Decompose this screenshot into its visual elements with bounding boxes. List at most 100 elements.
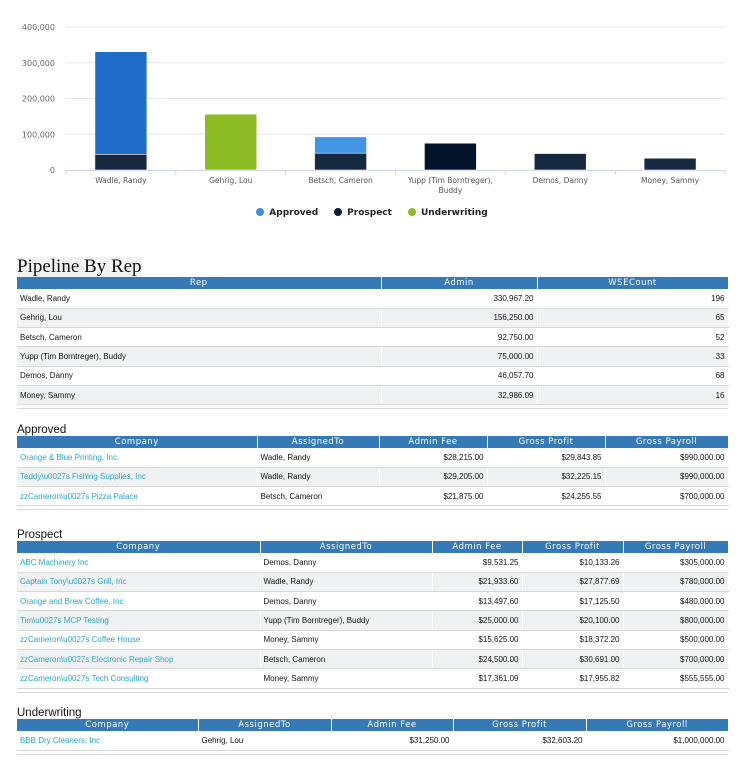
column-header[interactable]: Gross Payroll: [605, 436, 729, 448]
company-link[interactable]: Orange & Blue Printing, Inc.: [20, 452, 120, 462]
table-cell: $13,497.60: [432, 591, 523, 612]
column-header[interactable]: WSECount: [537, 277, 729, 289]
table-cell: $555,555.00: [623, 668, 729, 689]
company-cell: Orange & Blue Printing, Inc.: [17, 448, 258, 468]
table-cell: Wadle, Randy: [257, 467, 380, 488]
company-cell: BBB Dry Cleaners, Inc.: [17, 731, 199, 751]
table-row: Orange & Blue Printing, Inc. Wadle, Randy…: [17, 448, 729, 468]
column-header[interactable]: Admin Fee: [379, 436, 488, 448]
table-row: Gehrig, Lou 156,250.00 65: [17, 308, 729, 329]
table-cell: Betsch, Cameron: [17, 327, 382, 348]
pipeline-section: Pipeline By Rep Rep Admin WSECount Wadle, R…: [17, 257, 729, 410]
header-row: Rep Admin WSECount: [17, 277, 729, 289]
table-cell: 16: [537, 385, 729, 406]
company-link[interactable]: Tim\u0027s MCP Testing: [20, 616, 109, 626]
y-tick-label: 300,000: [22, 59, 55, 68]
table-cell: $32,225.15: [487, 467, 606, 488]
company-cell: zzCameron\u0027s Electronic Repair Shop: [17, 649, 261, 670]
pipeline-table: Rep Admin WSECount Wadle, Randy 330,967.20 19…: [17, 277, 729, 406]
table-cell: $780,000.00: [623, 572, 729, 593]
table-cell: $800,000.00: [623, 610, 729, 631]
column-header[interactable]: Company: [17, 436, 258, 448]
table-row: ABC Machinery Inc Demos, Danny $9,531.25 $1…: [17, 553, 729, 573]
column-header[interactable]: Gross Payroll: [623, 541, 729, 553]
table-cell: $20,100.00: [522, 610, 624, 631]
table-cell: Money, Sammy: [17, 385, 382, 406]
bar-approved: [94, 51, 148, 155]
legend-item-prospect[interactable]: Prospect: [334, 208, 392, 218]
table-cell: Yupp (Tim Borntreger), Buddy: [260, 610, 433, 631]
company-link[interactable]: ABC Machinery Inc: [20, 557, 89, 567]
table-cell: 52: [537, 327, 729, 348]
table-row: Teddy\u0027s Fishing Supplies, Inc Wadle,…: [17, 467, 729, 488]
column-header[interactable]: Company: [17, 719, 199, 731]
table-cell: $17,125.50: [522, 591, 624, 612]
column-header[interactable]: Admin Fee: [331, 719, 454, 731]
approved-table: Company AssignedTo Admin Fee Gross Profit Gr…: [17, 436, 729, 507]
company-link[interactable]: zzCameron\u0027s Tech Consulting: [20, 673, 149, 683]
x-tick-label: Betsch, Cameron: [308, 176, 373, 185]
legend-item-approved[interactable]: Approved: [256, 208, 318, 218]
column-header[interactable]: Admin Fee: [432, 541, 523, 553]
divider: [17, 509, 728, 511]
table-cell: $32,603.20: [453, 731, 587, 751]
company-link[interactable]: Teddy\u0027s Fishing Supplies, Inc: [20, 472, 146, 482]
table-cell: 156,250.00: [381, 308, 538, 329]
table-row: zzCameron\u0027s Electronic Repair Shop B…: [17, 649, 729, 670]
legend-dot-icon: [407, 208, 416, 216]
company-link[interactable]: zzCameron\u0027s Coffee House: [20, 635, 141, 645]
y-tick-label: 400,000: [22, 23, 55, 32]
column-header[interactable]: AssignedTo: [260, 541, 433, 553]
table-cell: $18,372.20: [522, 630, 624, 650]
approved-title: Approved: [17, 424, 67, 436]
x-tick-label: Yupp (Tim Borntreger), Buddy: [407, 176, 493, 195]
table-cell: $24,500.00: [432, 649, 523, 670]
column-header[interactable]: Company: [17, 541, 261, 553]
column-header[interactable]: Gross Payroll: [586, 719, 729, 731]
company-link[interactable]: Captain Tony\u0027s Grill, Inc: [20, 577, 127, 587]
table-row: Yupp (Tim Borntreger), Buddy 75,000.00 33: [17, 346, 729, 367]
bar-prospect: [94, 153, 148, 171]
column-header[interactable]: Gross Profit: [453, 719, 587, 731]
company-cell: zzCameron\u0027s Coffee House: [17, 630, 261, 650]
table-cell: $700,000.00: [605, 486, 729, 507]
bar-prospect: [533, 153, 587, 171]
table-cell: 65: [537, 308, 729, 329]
table-cell: $25,000.00: [432, 610, 523, 631]
approved-section: Approved Company AssignedTo Admin Fee Gross…: [17, 424, 729, 511]
column-header[interactable]: Gross Profit: [522, 541, 624, 553]
column-header[interactable]: Admin: [381, 277, 538, 289]
x-tick-label: Gehrig, Lou: [209, 176, 253, 185]
column-header[interactable]: Rep: [17, 277, 382, 289]
table-row: Demos, Danny 46,057.70 68: [17, 366, 729, 386]
table-cell: Money, Sammy: [260, 630, 433, 650]
table-row: Captain Tony\u0027s Grill, Inc Wadle, Ran…: [17, 572, 729, 593]
bar-prospect: [424, 142, 477, 171]
company-link[interactable]: Orange and Brew Coffee, Inc: [20, 596, 124, 606]
table-cell: Betsch, Cameron: [260, 649, 433, 670]
table-row: Wadle, Randy 330,967.20 196: [17, 289, 729, 309]
table-cell: $28,215.00: [379, 448, 488, 468]
legend-label: Prospect: [347, 208, 392, 218]
table-cell: Gehrig, Lou: [17, 308, 382, 329]
table-cell: Money, Sammy: [260, 668, 433, 689]
company-link[interactable]: BBB Dry Cleaners, Inc.: [20, 735, 103, 745]
legend-item-underwriting[interactable]: Underwriting: [407, 208, 488, 218]
column-header[interactable]: AssignedTo: [257, 436, 380, 448]
company-cell: zzCameron\u0027s Pizza Palace: [17, 486, 258, 507]
table-cell: $10,133.26: [522, 553, 624, 573]
table-cell: Wadle, Randy: [17, 289, 382, 309]
x-tick-label: Demos, Danny: [533, 176, 589, 185]
table-cell: $17,361.09: [432, 668, 523, 689]
table-cell: $30,691.00: [522, 649, 624, 670]
table-cell: 330,967.20: [381, 289, 538, 309]
table-row: zzCameron\u0027s Coffee House Money, Samm…: [17, 630, 729, 650]
bar-approved: [314, 136, 367, 154]
company-link[interactable]: zzCameron\u0027s Pizza Palace: [20, 491, 138, 501]
company-link[interactable]: zzCameron\u0027s Electronic Repair Shop: [20, 654, 174, 664]
underwriting-title: Underwriting: [17, 707, 82, 719]
column-header[interactable]: AssignedTo: [198, 719, 332, 731]
column-header[interactable]: Gross Profit: [487, 436, 606, 448]
table-cell: $15,625.00: [432, 630, 523, 650]
table-cell: 75,000.00: [381, 346, 538, 367]
